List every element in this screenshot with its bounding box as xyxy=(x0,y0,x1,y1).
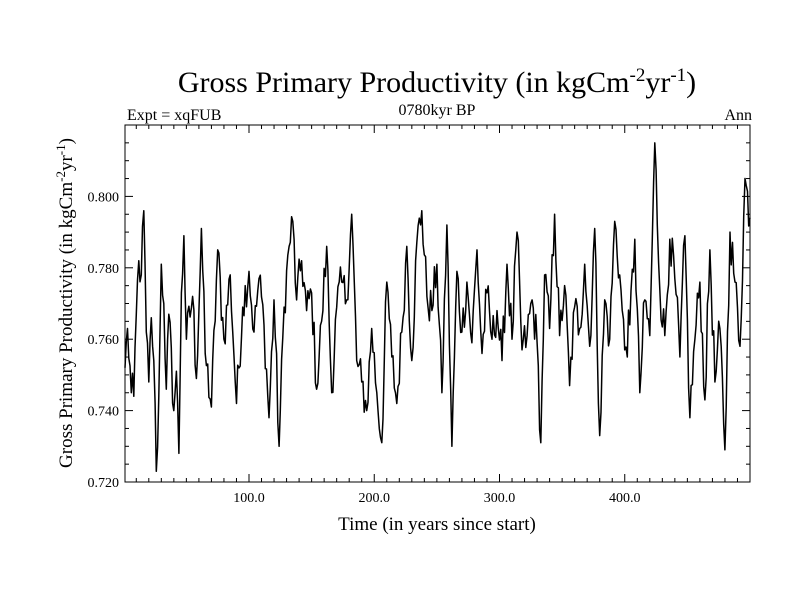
experiment-label: Expt = xqFUB xyxy=(127,107,221,124)
ylabel-sup-1: -2 xyxy=(53,171,68,182)
axis-ticks: 100.0 200.0 300.0 400.0 0.720 0.740 0.760 0.780… xyxy=(88,125,750,506)
ylabel-mid: yr xyxy=(56,155,77,172)
title-mid: yr xyxy=(645,66,670,99)
y-tick-label: 0.800 xyxy=(88,190,120,205)
y-tick-label: 0.780 xyxy=(88,262,120,277)
ylabel-main: Gross Primary Productivity (in kgCm xyxy=(56,182,77,468)
ylabel-end: ) xyxy=(56,138,77,144)
x-axis-label: Time (in years since start) xyxy=(338,514,536,535)
x-tick-label: 400.0 xyxy=(609,491,641,506)
y-axis-label: Gross Primary Productivity (in kgCm-2yr-… xyxy=(53,138,77,468)
period-label: 0780kyr BP xyxy=(399,102,476,119)
season-label: Ann xyxy=(724,107,752,124)
ylabel-sup-2: -1 xyxy=(53,144,68,155)
x-tick-label: 100.0 xyxy=(233,491,265,506)
title-sup-2: -1 xyxy=(670,65,686,86)
title-sup-1: -2 xyxy=(630,65,646,86)
chart-title: Gross Primary Productivity (in kgCm-2yr-… xyxy=(178,65,696,99)
title-end: ) xyxy=(686,66,696,99)
x-tick-label: 200.0 xyxy=(358,491,390,506)
title-main: Gross Primary Productivity (in kgCm xyxy=(178,66,630,99)
y-tick-label: 0.760 xyxy=(88,333,120,348)
y-tick-label: 0.720 xyxy=(88,476,120,491)
y-tick-label: 0.740 xyxy=(88,405,120,420)
gpp-series-line xyxy=(124,142,751,473)
x-tick-label: 300.0 xyxy=(484,491,516,506)
